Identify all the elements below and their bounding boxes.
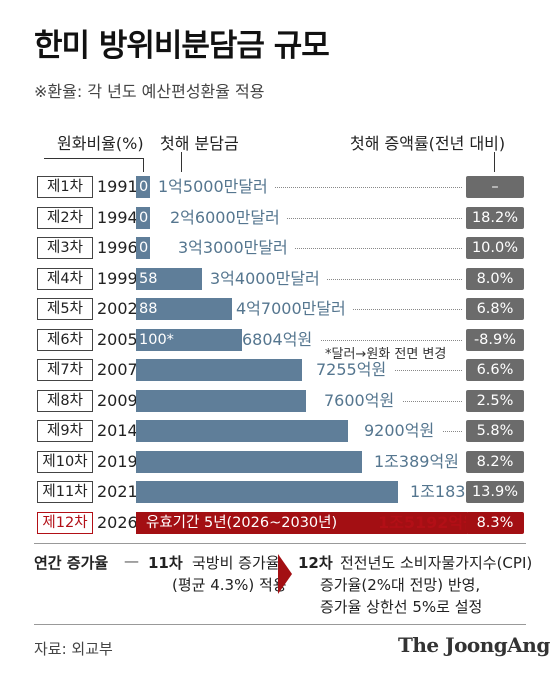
change-badge: – <box>466 176 524 198</box>
amount-label: 1조389억원 <box>374 452 459 471</box>
leader-line <box>353 309 462 310</box>
round-label: 제9차 <box>37 420 93 442</box>
round-label: 제12차 <box>37 512 93 534</box>
year-label: 2002 <box>97 299 138 318</box>
round-12-line-3: 증가율 상한선 5%로 설정 <box>320 598 483 616</box>
ratio-header-underline <box>44 158 144 159</box>
leader-line <box>287 218 462 219</box>
amount-label: 1조5192억원 <box>378 513 478 532</box>
source-text: 자료: 외교부 <box>34 640 113 658</box>
year-label: 2021 <box>97 482 138 501</box>
bar <box>136 359 302 381</box>
bar <box>136 512 467 534</box>
bar <box>136 207 150 229</box>
page-subtitle: ※환율: 각 년도 예산편성환율 적용 <box>34 82 265 101</box>
bar <box>136 420 348 442</box>
ratio-label: 100* <box>139 332 174 348</box>
round-12-line-1: 전전년도 소비자물가지수(CPI) <box>340 554 533 572</box>
bar <box>136 329 242 351</box>
publisher-logo: The JoongAng <box>398 633 550 657</box>
leader-line <box>295 248 462 249</box>
ratio-header-tick <box>143 158 144 172</box>
round-label: 제7차 <box>37 359 93 381</box>
amount-label: 6804억원 <box>242 330 313 349</box>
round-12-line-2: 증가율(2%대 전망) 반영, <box>320 576 481 594</box>
footer-dash: — <box>124 552 139 570</box>
leader-line <box>403 401 462 402</box>
ratio-label: 58 <box>139 271 158 287</box>
year-label: 2009 <box>97 391 138 410</box>
amount-header: 첫해 분담금 <box>160 134 239 153</box>
round-label: 제4차 <box>37 268 93 290</box>
change-badge: -8.9% <box>466 329 524 351</box>
leader-line <box>443 431 462 432</box>
currency-change-note: *달러→원화 전면 변경 <box>325 347 447 362</box>
change-badge: 8.0% <box>466 268 524 290</box>
bar <box>136 237 150 259</box>
term-label: 유효기간 5년(2026~2030년) <box>146 515 338 531</box>
leader-line <box>327 279 462 280</box>
bar <box>136 268 202 290</box>
bar <box>136 481 398 503</box>
leader-line <box>395 370 462 371</box>
year-label: 1999 <box>97 269 138 288</box>
round-label: 제8차 <box>37 390 93 412</box>
amount-header-tick <box>181 152 182 172</box>
amount-label: 3억3000만달러 <box>178 238 288 257</box>
year-label: 2026 <box>97 513 138 532</box>
round-11-line-2: (평균 4.3%) 적용 <box>172 576 287 594</box>
year-label: 2005 <box>97 330 138 349</box>
year-label: 1996 <box>97 238 138 257</box>
year-label: 1991 <box>97 177 138 196</box>
round-label: 제1차 <box>37 176 93 198</box>
arrow-icon <box>278 554 292 594</box>
round-12-label: 12차 <box>298 554 333 572</box>
round-label: 제3차 <box>37 237 93 259</box>
round-11-label: 11차 <box>148 554 183 572</box>
footer-bottom-divider <box>34 624 526 625</box>
leader-line <box>321 340 462 341</box>
change-badge: 18.2% <box>466 207 524 229</box>
bar <box>136 451 362 473</box>
change-badge: 10.0% <box>466 237 524 259</box>
round-label: 제10차 <box>37 451 93 473</box>
ratio-header: 원화비율(%) <box>57 134 144 153</box>
footer-top-divider <box>34 543 526 544</box>
round-label: 제5차 <box>37 298 93 320</box>
bar <box>136 390 306 412</box>
ratio-label: 88 <box>139 301 158 317</box>
amount-label: 7255억원 <box>316 360 387 379</box>
change-badge: 8.2% <box>466 451 524 473</box>
change-badge: 6.8% <box>466 298 524 320</box>
change-badge: 5.8% <box>466 420 524 442</box>
bar <box>136 298 232 320</box>
year-label: 1994 <box>97 208 138 227</box>
bar <box>136 176 150 198</box>
amount-label: 9200억원 <box>364 421 435 440</box>
round-label: 제11차 <box>37 481 93 503</box>
change-badge: 8.3% <box>466 512 524 534</box>
amount-label: 7600억원 <box>324 391 395 410</box>
round-label: 제2차 <box>37 207 93 229</box>
ratio-label: 0 <box>139 210 149 226</box>
amount-label: 1억5000만달러 <box>158 177 268 196</box>
year-label: 2014 <box>97 421 138 440</box>
amount-label: 2억6000만달러 <box>170 208 280 227</box>
leader-line <box>275 187 462 188</box>
amount-label: 3억4000만달러 <box>210 269 320 288</box>
round-label: 제6차 <box>37 329 93 351</box>
year-label: 2019 <box>97 452 138 471</box>
round-11-line-1: 국방비 증가율 <box>192 554 280 572</box>
ratio-label: 0 <box>139 240 149 256</box>
year-label: 2007 <box>97 360 138 379</box>
change-badge: 2.5% <box>466 390 524 412</box>
change-header: 첫해 증액률(전년 대비) <box>350 134 506 153</box>
change-badge: 6.6% <box>466 359 524 381</box>
page-title: 한미 방위비분담금 규모 <box>34 28 330 64</box>
change-badge: 13.9% <box>466 481 524 503</box>
change-header-tick <box>494 152 495 172</box>
annual-increase-label: 연간 증가율 <box>34 554 109 572</box>
ratio-label: 0 <box>139 179 149 195</box>
amount-label: 4억7000만달러 <box>236 299 346 318</box>
